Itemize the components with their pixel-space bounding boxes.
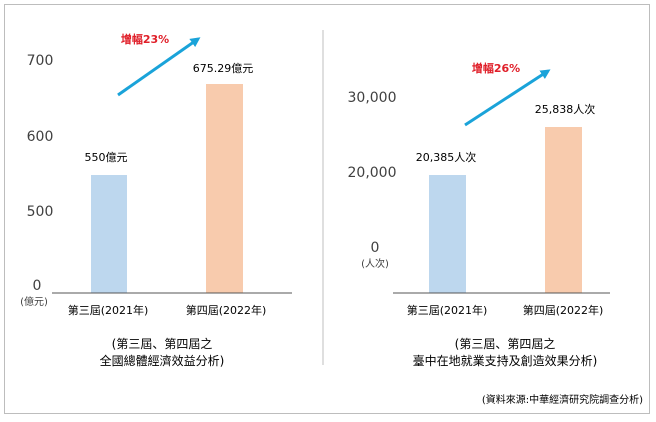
y-tick-label-600: 600 [27,129,54,145]
y-tick-label-20000: 20,000 [348,165,397,181]
growth-label: 增幅23% [121,32,169,46]
bar-2021-employment [429,175,466,293]
x-tick-label-2021: 第三屆(2021年) [68,303,149,317]
x-tick-label-2022: 第四屆(2022年) [186,303,267,317]
chart-caption-line2: 全國總體經濟效益分析) [100,353,225,368]
growth-arrow [464,69,551,127]
y-unit-label: (億元) [20,295,48,308]
growth-label: 增幅26% [472,61,520,75]
chart-caption-line2: 臺中在地就業支持及創造效果分析) [413,353,598,368]
data-label-2021: 20,385人次 [416,150,477,164]
x-tick-label-2021: 第三屆(2021年) [407,303,488,317]
x-tick-label-2022: 第四屆(2022年) [523,303,604,317]
chart-caption-line1: (第三屆、第四屆之 [112,337,213,351]
chart-caption-line1: (第三屆、第四屆之 [455,337,556,351]
bar-2022-economic [206,84,243,293]
data-label-2022: 25,838人次 [535,102,596,116]
y-unit-label: (人次) [361,257,389,270]
y-tick-label-0: 0 [371,240,380,256]
y-tick-label-30000: 30,000 [348,90,397,106]
growth-arrow [117,37,201,97]
y-tick-label-0: 0 [33,278,42,294]
chart-economic-benefit: 700 600 500 0 (億元) 550億元 675.29億元 第三屆(20… [20,32,292,368]
source-note: (資料來源:中華經濟研究院調查分析) [482,393,643,406]
bar-2022-employment [545,127,582,293]
data-label-2021: 550億元 [85,151,128,164]
y-tick-label-700: 700 [27,53,54,69]
y-tick-label-500: 500 [27,204,54,220]
data-label-2022: 675.29億元 [193,62,254,75]
bar-2021-economic [91,175,127,293]
chart-employment-effect: 30,000 20,000 0 (人次) 20,385人次 25,838人次 第… [348,61,610,368]
